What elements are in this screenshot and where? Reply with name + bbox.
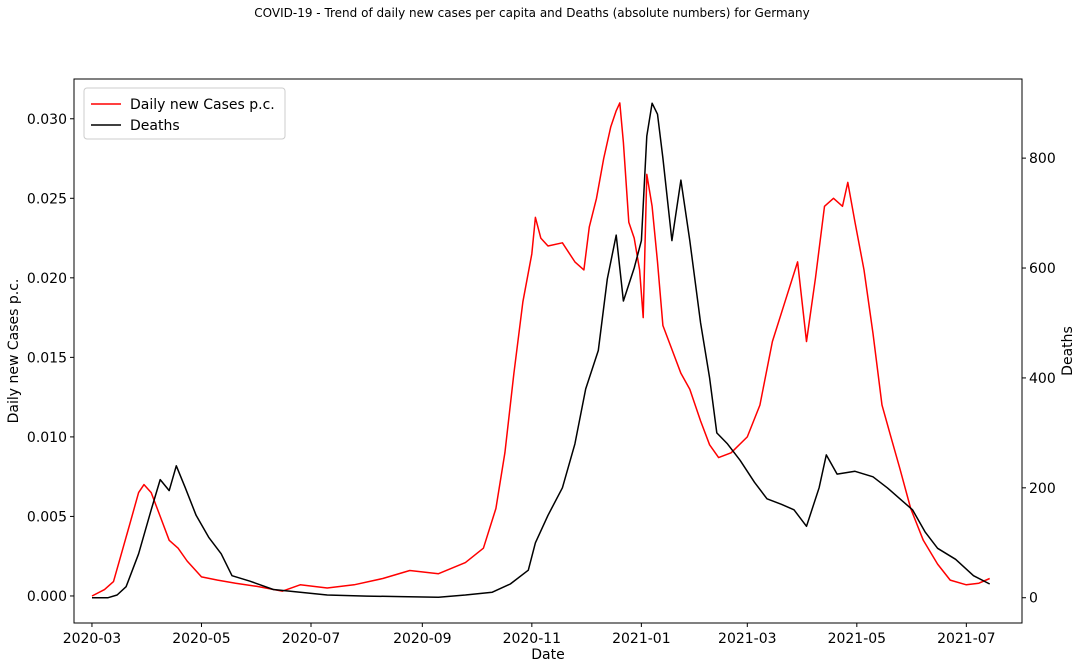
- legend-label-deaths: Deaths: [130, 118, 180, 134]
- x-tick-label: 2020-05: [172, 631, 231, 647]
- chart-title: COVID-19 - Trend of daily new cases per …: [254, 6, 809, 20]
- y-right-tick-label: 600: [1029, 261, 1056, 277]
- y-axis-right: 0 200 400 600 800: [1022, 151, 1056, 607]
- x-tick-label: 2021-07: [937, 631, 996, 647]
- plot-frame: [73, 78, 1023, 624]
- legend: Daily new Cases p.c. Deaths: [83, 87, 286, 140]
- y-left-tick-label: 0.010: [27, 430, 67, 446]
- y-left-tick-label: 0.000: [27, 589, 67, 605]
- y-left-tick-label: 0.025: [27, 191, 67, 207]
- y-right-tick-label: 200: [1029, 481, 1056, 497]
- x-axis-label: Date: [531, 647, 564, 663]
- x-axis: 2020-03 2020-05 2020-07 2020-09 2020-11 2021-…: [63, 623, 996, 647]
- y-right-tick-label: 0: [1029, 591, 1038, 607]
- y-axis-left: 0.000 0.005 0.010 0.015 0.020 0.025 0.030: [27, 112, 74, 605]
- y-right-tick-label: 800: [1029, 151, 1056, 167]
- x-tick-label: 2021-05: [828, 631, 887, 647]
- x-tick-label: 2020-11: [503, 631, 562, 647]
- x-tick-label: 2021-03: [718, 631, 777, 647]
- x-tick-label: 2020-07: [282, 631, 341, 647]
- cases-line: [91, 102, 990, 597]
- y-axis-right-label: Deaths: [1060, 326, 1076, 376]
- legend-box: [83, 87, 286, 140]
- y-left-tick-label: 0.005: [27, 509, 67, 525]
- y-left-tick-label: 0.020: [27, 271, 67, 287]
- x-tick-label: 2021-01: [612, 631, 671, 647]
- plot-area: [73, 78, 1023, 624]
- y-axis-left-label: Daily new Cases p.c.: [6, 279, 22, 424]
- deaths-line: [92, 102, 991, 599]
- y-left-tick-label: 0.030: [27, 112, 67, 128]
- y-right-tick-label: 400: [1029, 371, 1056, 387]
- x-tick-label: 2020-03: [63, 631, 122, 647]
- legend-label-cases: Daily new Cases p.c.: [130, 97, 275, 113]
- x-tick-label: 2020-09: [393, 631, 452, 647]
- y-left-tick-label: 0.015: [27, 350, 67, 366]
